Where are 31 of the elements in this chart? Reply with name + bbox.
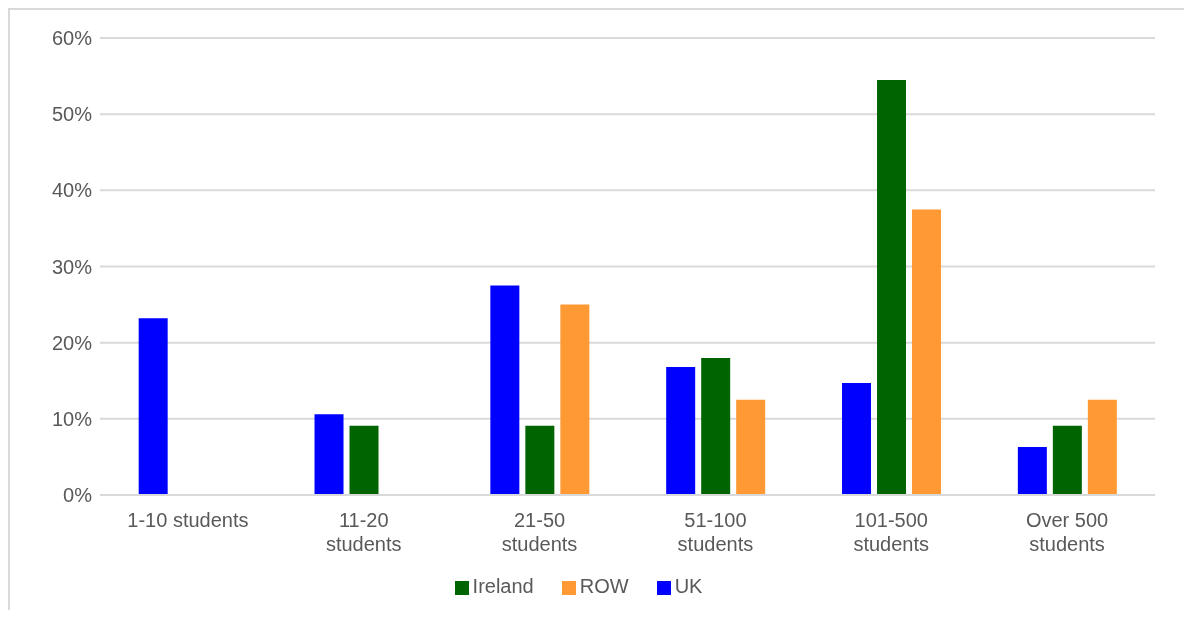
y-tick-label: 10% bbox=[51, 407, 93, 430]
y-tick-label: 30% bbox=[51, 255, 93, 278]
bar bbox=[842, 383, 872, 495]
bar bbox=[701, 357, 731, 495]
bar bbox=[1017, 447, 1047, 495]
y-tick-label: 0% bbox=[63, 484, 93, 507]
x-tick-label: 21-50 students bbox=[501, 509, 578, 555]
y-tick-label: 60% bbox=[51, 27, 93, 50]
legend-label: ROW bbox=[579, 575, 629, 597]
legend-label: UK bbox=[674, 575, 703, 597]
bar bbox=[490, 285, 520, 495]
x-tick-label: Over 500 students bbox=[1025, 509, 1109, 555]
bar bbox=[349, 425, 379, 495]
bar bbox=[138, 318, 168, 495]
y-tick-label: 50% bbox=[51, 103, 93, 126]
bar bbox=[560, 304, 590, 495]
bar bbox=[877, 79, 907, 495]
bar bbox=[1052, 425, 1082, 495]
x-tick-label: 1-10 students bbox=[127, 509, 249, 531]
bar bbox=[1087, 399, 1117, 495]
bar bbox=[912, 209, 942, 495]
bar bbox=[314, 414, 344, 495]
x-tick-label: 11-20 students bbox=[325, 509, 402, 555]
bar bbox=[736, 399, 766, 495]
x-tick-label: 101-500 students bbox=[853, 509, 930, 555]
y-tick-label: 20% bbox=[51, 331, 93, 354]
y-tick-label: 40% bbox=[51, 179, 93, 202]
bar bbox=[666, 367, 696, 495]
legend-label: Ireland bbox=[472, 575, 534, 597]
x-tick-label: 51-100 students bbox=[677, 509, 754, 555]
bar bbox=[525, 425, 555, 495]
